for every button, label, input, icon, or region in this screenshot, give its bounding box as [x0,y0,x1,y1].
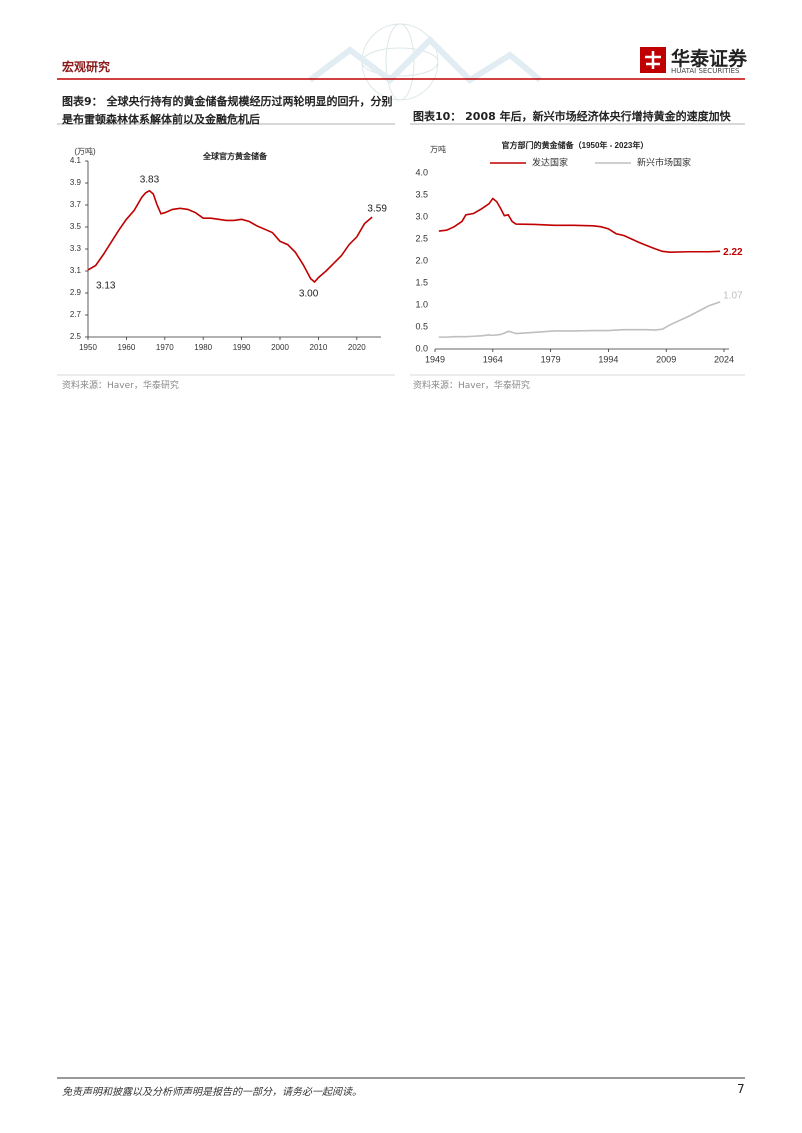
legend-label: 发达国家 [532,156,568,167]
source-note: 资料来源：Haver，华泰研究 [62,381,179,391]
y-tick-label: 0.5 [415,321,428,331]
page-number: 7 [737,1082,745,1096]
section-name: 宏观研究 [62,60,111,74]
chart: 官方部门的黄金储备（1950年 - 2023年） 万吨 0.0 0.5 1.0 1.5 2.… [415,140,743,364]
brand: 华泰证券 [671,48,748,70]
y-tick-label: 3.1 [70,266,82,275]
y-tick-label: 2.5 [415,233,428,243]
figure-caption: 图表10： 2008 年后，新兴市场经济体央行增持黄金的速度加快 [413,110,731,123]
y-tick-label: 3.5 [70,222,82,231]
x-tick-label: 1949 [425,354,445,364]
y-tick-label: 2.5 [70,332,82,341]
y-tick-label: 3.7 [70,200,82,209]
x-tick-label: 1979 [541,354,561,364]
data-label: 2.22 [723,247,743,258]
x-tick-label: 1990 [233,343,251,352]
x-tick-label: 2020 [348,343,366,352]
y-tick-label: 1.0 [415,299,428,309]
y-axis-label: 万吨 [430,144,446,154]
x-tick-label: 2000 [271,343,289,352]
y-tick-label: 3.3 [70,244,82,253]
legend-label: 新兴市场国家 [637,156,691,167]
y-tick-label: 0.0 [415,343,428,353]
chart: 全球官方黄金储备 (万吨) 2.5 2.7 2.9 3.1 3.3 3.5 3.7 3.9 4.1 1… [70,146,387,352]
x-tick-label: 2009 [656,354,676,364]
y-tick-label: 4.1 [70,156,82,165]
figure-caption: 图表9： 全球央行持有的黄金储备规模经历过两轮明显的回升，分别是布雷顿森林体系解… [62,95,393,126]
x-tick-label: 1980 [194,343,212,352]
x-tick-label: 2024 [714,354,734,364]
series-line [438,301,721,338]
data-label: 3.83 [140,174,160,185]
y-tick-label: 2.7 [70,310,82,319]
series-line [87,189,373,284]
x-tick-label: 1994 [598,354,618,364]
y-tick-label: 3.9 [70,178,82,187]
x-tick-label: 1950 [79,343,97,352]
x-tick-label: 2010 [310,343,328,352]
data-label: 1.07 [723,291,743,302]
x-tick-label: 1970 [156,343,174,352]
data-label: 3.59 [367,204,387,215]
brand-en: HUATAI SECURITIES [671,67,740,75]
y-axis-label: (万吨) [74,146,96,156]
header-graphic [308,23,542,101]
chart-title: 全球官方黄金储备 [202,151,268,161]
data-label: 3.13 [96,281,116,292]
chart-title: 官方部门的黄金储备（1950年 - 2023年） [502,140,649,150]
source-note: 资料来源：Haver，华泰研究 [413,381,530,391]
y-tick-label: 1.5 [415,277,428,287]
data-label: 3.00 [299,289,319,300]
footer-disclaimer: 免责声明和披露以及分析师声明是报告的一部分，请务必一起阅读。 [62,1087,362,1098]
series-line [438,197,721,254]
y-tick-label: 3.5 [415,189,428,199]
y-tick-label: 2.9 [70,288,82,297]
logo-glyph [645,51,661,69]
y-tick-label: 3.0 [415,211,428,221]
x-tick-label: 1964 [483,354,503,364]
y-tick-label: 4.0 [415,167,428,177]
x-tick-label: 1960 [118,343,136,352]
y-tick-label: 2.0 [415,255,428,265]
